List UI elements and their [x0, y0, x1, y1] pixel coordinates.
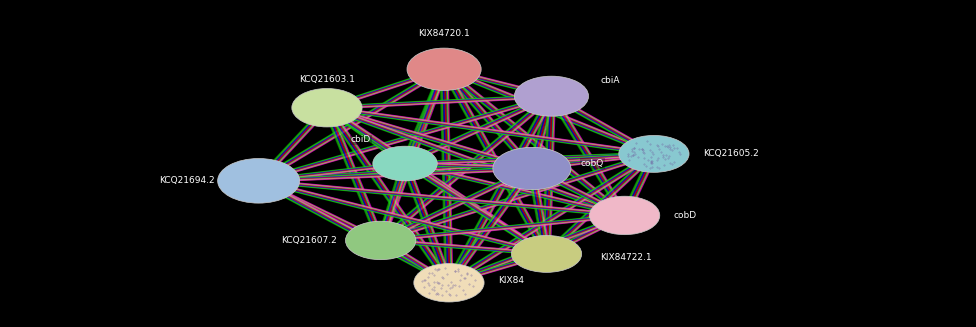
Text: KCQ21605.2: KCQ21605.2 [703, 149, 758, 158]
Text: cbiA: cbiA [600, 76, 620, 85]
Ellipse shape [373, 146, 437, 181]
Text: KIX84720.1: KIX84720.1 [418, 29, 470, 39]
Ellipse shape [619, 135, 689, 172]
Ellipse shape [493, 147, 571, 190]
Text: cobQ: cobQ [581, 159, 604, 168]
Text: KCQ21694.2: KCQ21694.2 [159, 176, 215, 185]
Ellipse shape [292, 89, 362, 127]
Ellipse shape [218, 159, 300, 203]
Text: KIX84722.1: KIX84722.1 [600, 253, 652, 262]
Text: cbiD: cbiD [350, 135, 371, 144]
Ellipse shape [407, 48, 481, 90]
Ellipse shape [346, 221, 416, 260]
Ellipse shape [414, 264, 484, 302]
Text: KIX84: KIX84 [498, 276, 524, 285]
Text: KCQ21603.1: KCQ21603.1 [299, 75, 355, 84]
Ellipse shape [514, 76, 589, 116]
Ellipse shape [590, 196, 660, 235]
Ellipse shape [511, 235, 582, 272]
Text: cobD: cobD [673, 211, 697, 220]
Text: KCQ21607.2: KCQ21607.2 [281, 236, 337, 245]
